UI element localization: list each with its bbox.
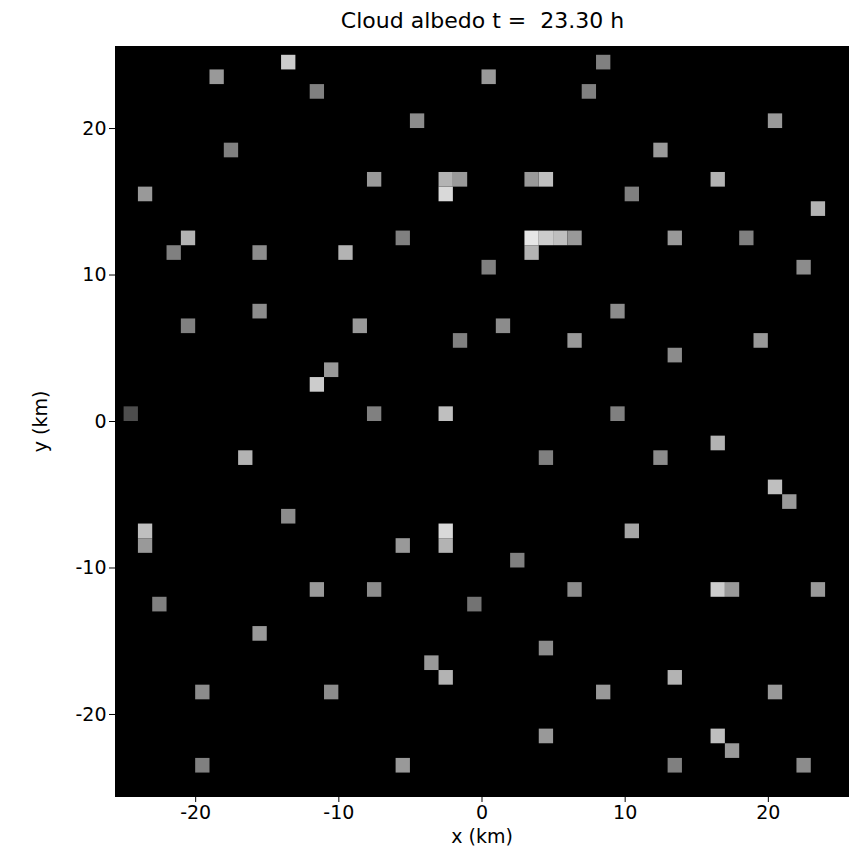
svg-text:20: 20: [82, 117, 106, 139]
svg-text:-10: -10: [323, 801, 354, 823]
svg-text:10: 10: [82, 263, 106, 285]
svg-text:20: 20: [756, 801, 780, 823]
svg-text:0: 0: [94, 410, 106, 432]
svg-text:-10: -10: [75, 556, 106, 578]
svg-text:-20: -20: [180, 801, 211, 823]
svg-text:0: 0: [476, 801, 488, 823]
html-text:Cloud albedo t = 23.30 h: Cloud albedo t = 23.30 h: [340, 8, 625, 33]
svg-text:y (km): y (km): [29, 391, 51, 453]
svg-text:10: 10: [613, 801, 637, 823]
svg-text:x (km): x (km): [451, 825, 513, 847]
svg-text:-20: -20: [75, 703, 106, 725]
